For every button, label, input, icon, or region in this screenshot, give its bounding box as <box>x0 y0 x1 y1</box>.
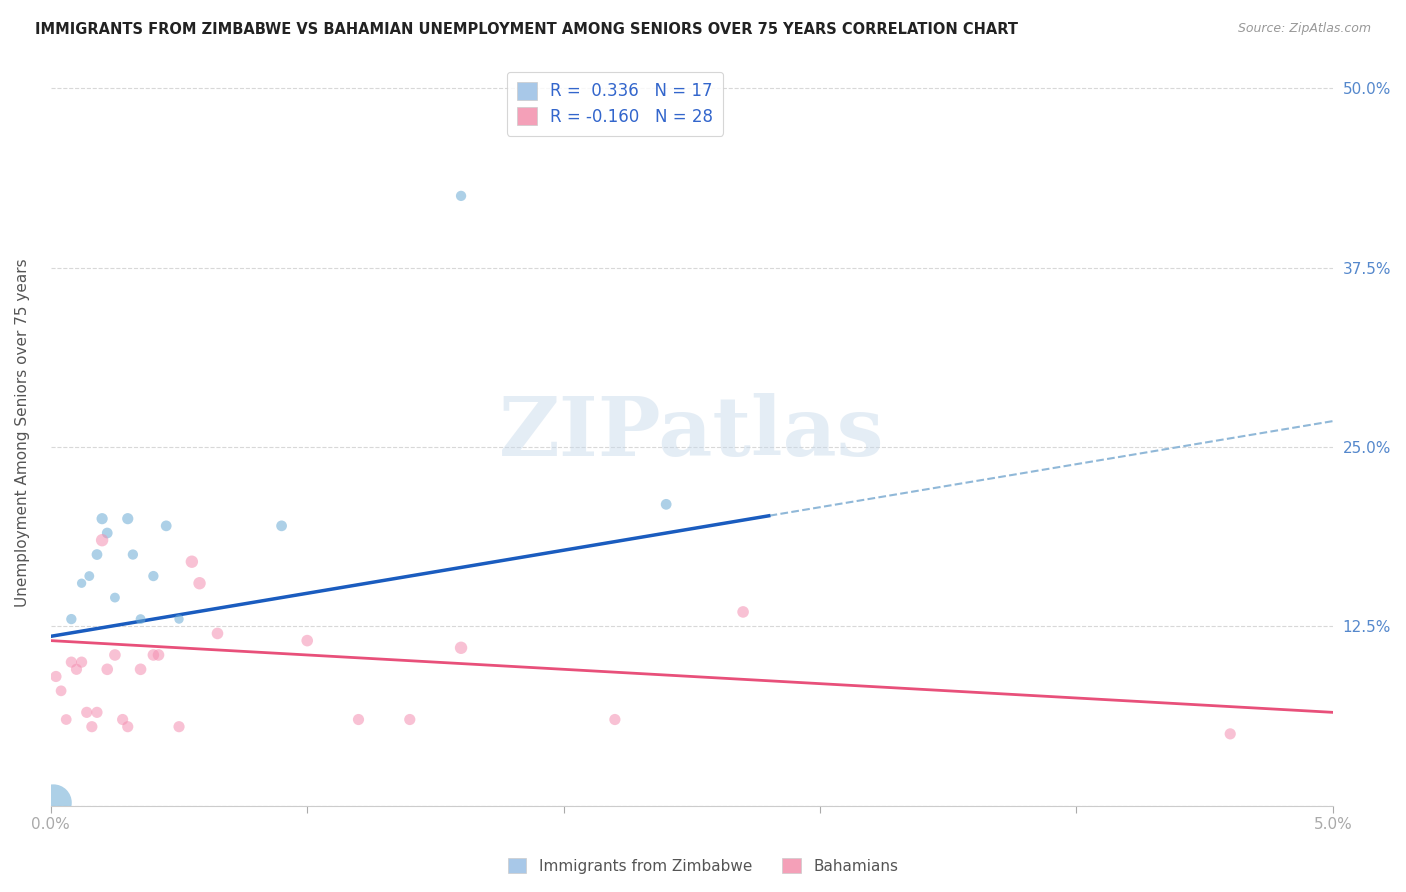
Point <box>42 796 65 810</box>
Point <box>655 497 678 511</box>
Point <box>733 605 755 619</box>
Point <box>180 555 202 569</box>
Point <box>167 612 190 626</box>
Point <box>155 519 177 533</box>
Point <box>65 662 87 676</box>
Point <box>55 713 77 727</box>
Point <box>96 526 118 541</box>
Point <box>79 569 101 583</box>
Point <box>122 548 145 562</box>
Point <box>111 713 134 727</box>
Text: Source: ZipAtlas.com: Source: ZipAtlas.com <box>1237 22 1371 36</box>
Point <box>148 648 170 662</box>
Point <box>60 655 83 669</box>
Point <box>91 533 114 548</box>
Legend: Immigrants from Zimbabwe, Bahamians: Immigrants from Zimbabwe, Bahamians <box>502 852 904 880</box>
Point <box>117 511 139 525</box>
Point <box>70 655 93 669</box>
Point <box>270 519 292 533</box>
Point <box>142 648 165 662</box>
Point <box>117 720 139 734</box>
Y-axis label: Unemployment Among Seniors over 75 years: Unemployment Among Seniors over 75 years <box>15 259 30 607</box>
Point <box>76 706 98 720</box>
Point <box>104 648 127 662</box>
Point <box>347 713 370 727</box>
Legend: R =  0.336   N = 17, R = -0.160   N = 28: R = 0.336 N = 17, R = -0.160 N = 28 <box>506 71 723 136</box>
Point <box>91 511 114 525</box>
Text: ZIPatlas: ZIPatlas <box>499 392 884 473</box>
Point <box>450 189 472 203</box>
Point <box>129 612 152 626</box>
Point <box>188 576 211 591</box>
Point <box>142 569 165 583</box>
Point <box>60 612 83 626</box>
Point <box>167 720 190 734</box>
Point <box>207 626 229 640</box>
Text: IMMIGRANTS FROM ZIMBABWE VS BAHAMIAN UNEMPLOYMENT AMONG SENIORS OVER 75 YEARS CO: IMMIGRANTS FROM ZIMBABWE VS BAHAMIAN UNE… <box>35 22 1018 37</box>
Point <box>86 706 108 720</box>
Point <box>603 713 626 727</box>
Point <box>129 662 152 676</box>
Point <box>1219 727 1241 741</box>
Point <box>104 591 127 605</box>
Point <box>70 576 93 591</box>
Point <box>49 683 72 698</box>
Point <box>297 633 319 648</box>
Point <box>45 669 67 683</box>
Point <box>96 662 118 676</box>
Point <box>398 713 420 727</box>
Point <box>86 548 108 562</box>
Point <box>450 640 472 655</box>
Point <box>80 720 103 734</box>
